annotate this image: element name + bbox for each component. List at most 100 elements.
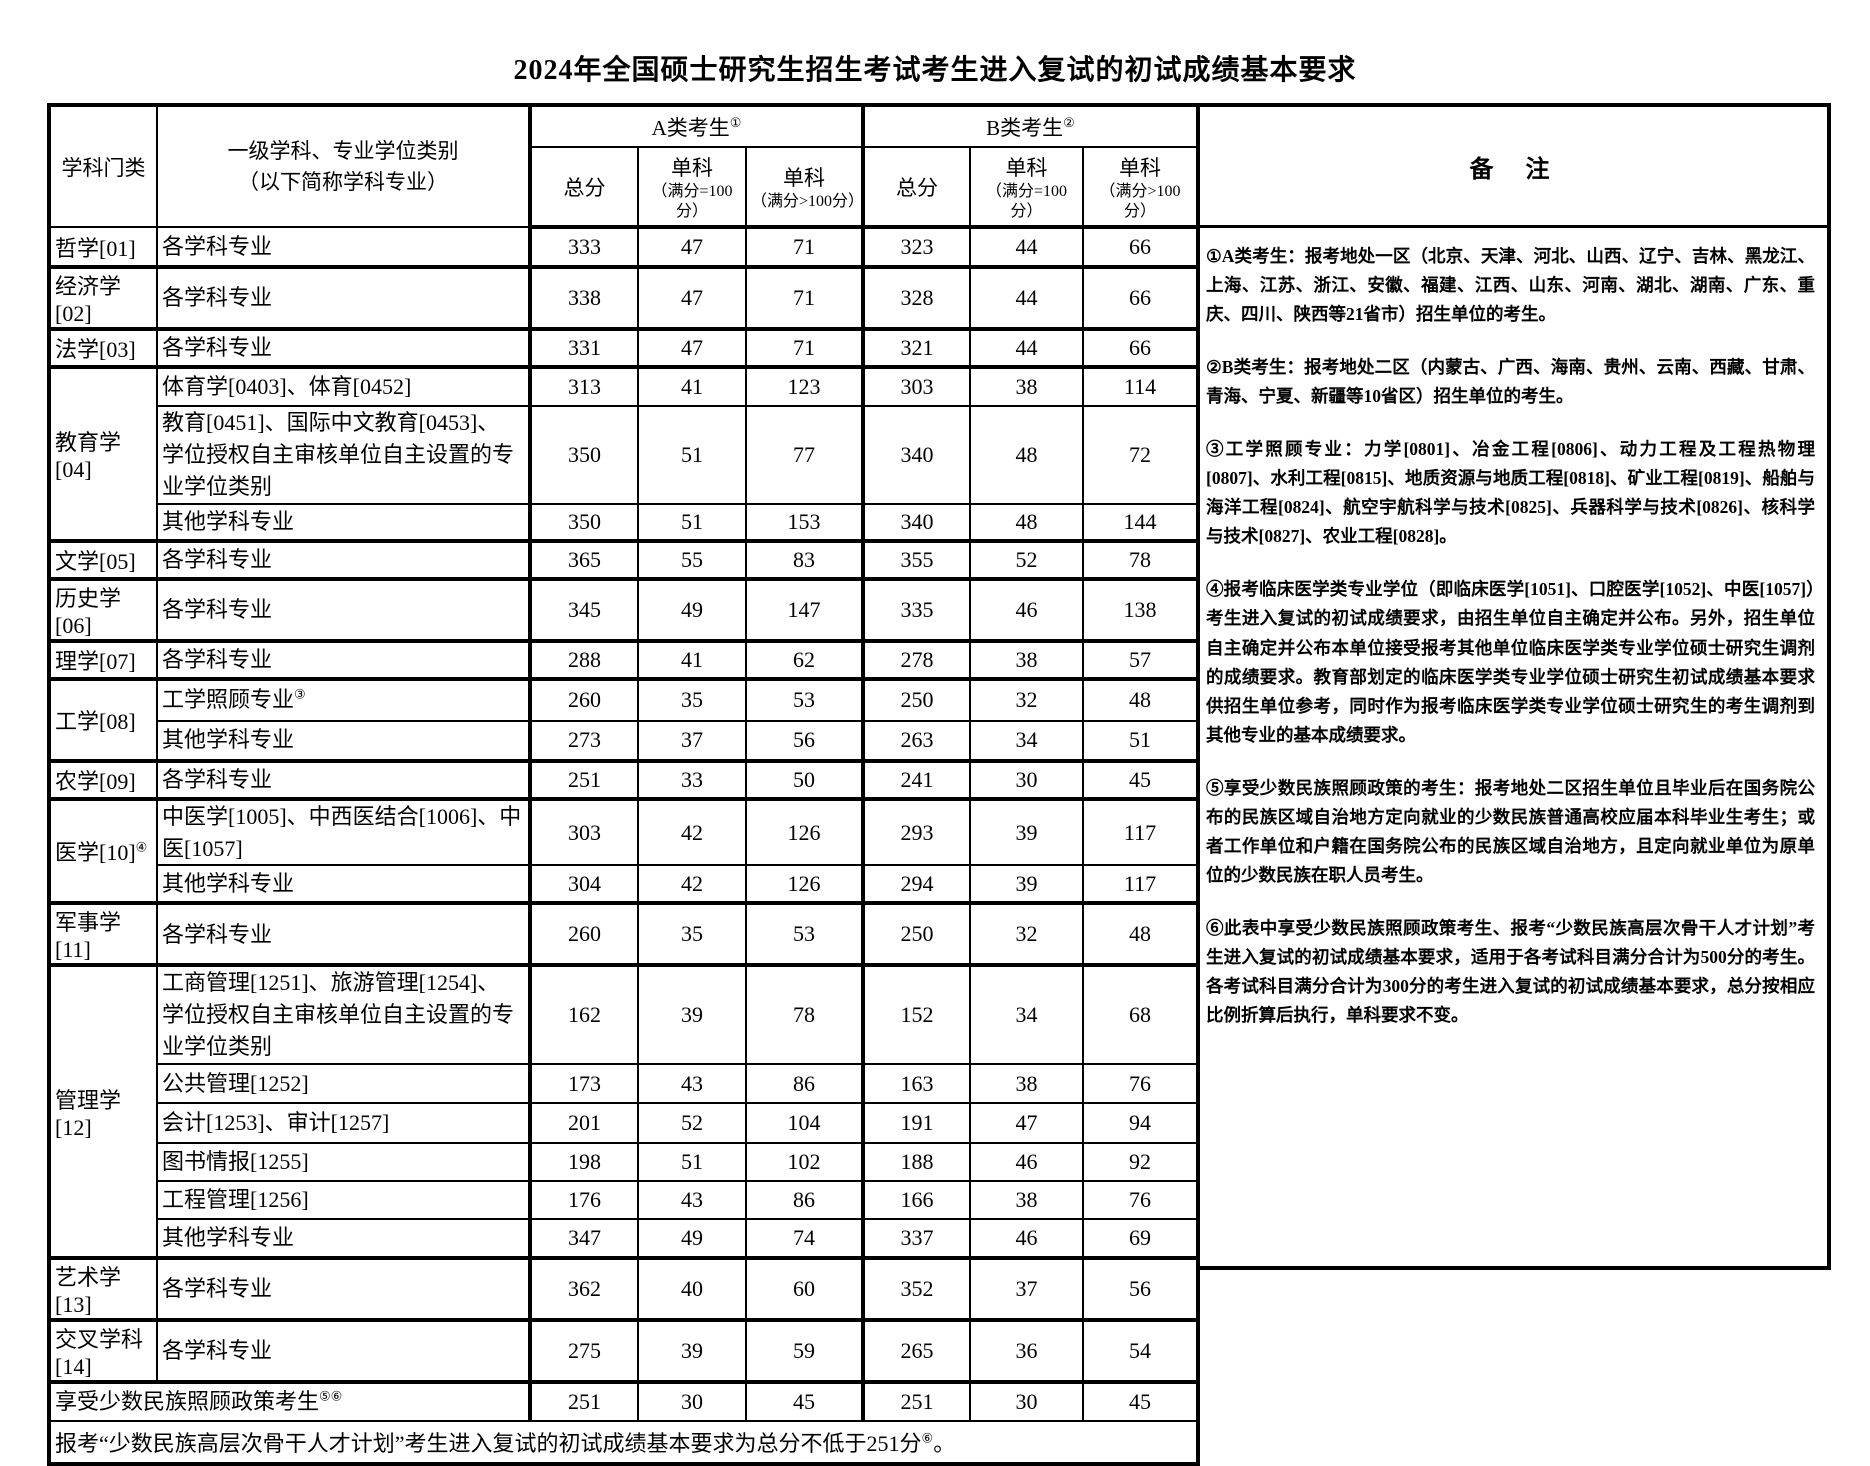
score-cell: 53: [745, 901, 864, 967]
score-cell: 48: [1082, 676, 1199, 722]
table-body: 哲学[01] 各学科专业 333 47 71 323 44 66 经济学[02] 各学科专业 338…: [48, 226, 1199, 1384]
score-cell: 176: [528, 1180, 639, 1221]
table-row: 艺术学[13] 各学科专业 362 40 60 352 37 56: [48, 1256, 1199, 1322]
score-cell: 337: [861, 1218, 971, 1260]
score-cell: 335: [861, 576, 971, 642]
score-cell: 293: [861, 796, 971, 867]
score-cell: 188: [861, 1142, 971, 1183]
score-cell: 263: [861, 719, 971, 762]
score-cell: 104: [745, 1102, 864, 1145]
remarks-panel: 备 注 ①A类考生：报考地处一区（北京、天津、河北、山西、辽宁、吉林、黑龙江、上…: [1196, 103, 1831, 1270]
footnote-text: 报考“少数民族高层次骨干人才计划”考生进入复试的初试成绩基本要求为总分不低于25…: [48, 1420, 1199, 1466]
score-cell: 362: [528, 1256, 639, 1322]
score-cell: 303: [861, 365, 971, 407]
score-cell: 47: [637, 265, 747, 330]
table-row: 其他学科专业 304 42 126 294 39 117: [49, 864, 1199, 905]
score-cell: 62: [745, 638, 864, 680]
score-cell: 41: [637, 365, 747, 407]
note-ref-1: ①: [729, 114, 742, 130]
remark-note: ④报考临床医学类专业学位（即临床医学[1051]、口腔医学[1052]、中医[1…: [1206, 579, 1815, 745]
score-cell: 241: [861, 758, 971, 800]
score-cell: 273: [528, 719, 639, 762]
table-row: 理学[07] 各学科专业 288 41 62 278 38 57: [48, 638, 1199, 680]
major-cell: 各学科专业: [156, 327, 531, 368]
score-cell: 294: [861, 864, 971, 905]
score-cell: 47: [637, 327, 747, 368]
score-cell: 126: [745, 864, 864, 905]
score-cell: 201: [528, 1102, 639, 1145]
score-cell: 114: [1082, 365, 1199, 407]
major-cell: 各学科专业: [156, 901, 531, 967]
score-cell: 251: [528, 758, 639, 800]
category-cell: 历史学[06]: [48, 576, 158, 642]
header-major: 一级学科、专业学位类别 （以下简称学科专业）: [156, 104, 531, 228]
score-cell: 60: [745, 1256, 864, 1322]
score-cell: 352: [861, 1256, 971, 1322]
score-cell: 52: [637, 1102, 747, 1145]
score-cell: 38: [969, 1180, 1084, 1221]
score-cell: 48: [969, 502, 1084, 542]
remarks-body: ①A类考生：报考地处一区（北京、天津、河北、山西、辽宁、吉林、黑龙江、上海、江苏…: [1196, 228, 1827, 1030]
score-cell: 30: [969, 1380, 1084, 1423]
score-cell: 250: [861, 901, 971, 967]
score-cell: 365: [528, 538, 639, 580]
score-cell: 42: [637, 864, 747, 905]
score-cell: 35: [637, 901, 747, 967]
category-cell: 经济学[02]: [48, 265, 158, 330]
score-cell: 173: [528, 1063, 639, 1105]
major-cell: 各学科专业: [156, 758, 531, 800]
score-cell: 166: [861, 1180, 971, 1221]
table-row: 文学[05] 各学科专业 365 55 83 355 52 78: [48, 538, 1199, 580]
table-special-rows: 享受少数民族照顾政策考生⑤⑥ 251 30 45 251 30 45 报考“少数…: [48, 1380, 1199, 1466]
major-cell: 公共管理[1252]: [156, 1063, 531, 1105]
score-cell: 313: [528, 365, 639, 407]
major-cell: 其他学科专业: [156, 502, 531, 542]
score-cell: 66: [1082, 226, 1199, 268]
table-row: 其他学科专业 350 51 153 340 48 144: [49, 502, 1199, 542]
score-cell: 117: [1082, 864, 1199, 905]
major-cell: 其他学科专业: [156, 1218, 531, 1260]
score-cell: 74: [745, 1218, 864, 1260]
score-cell: 350: [528, 502, 639, 542]
score-cell: 37: [637, 719, 747, 762]
table-row: 军事学[11] 各学科专业 260 35 53 250 32 48: [48, 901, 1199, 967]
score-cell: 102: [745, 1142, 864, 1183]
major-cell: 其他学科专业: [156, 719, 531, 762]
score-cell: 68: [1082, 963, 1199, 1066]
score-cell: 77: [745, 405, 864, 505]
score-cell: 51: [637, 502, 747, 542]
score-cell: 72: [1082, 405, 1199, 505]
score-cell: 275: [528, 1318, 639, 1384]
major-cell: 工程管理[1256]: [156, 1180, 531, 1221]
table-row: 历史学[06] 各学科专业 345 49 147 335 46 138: [48, 576, 1199, 642]
score-cell: 51: [637, 1142, 747, 1183]
score-cell: 323: [861, 226, 971, 268]
score-cell: 78: [1082, 538, 1199, 580]
major-cell: 各学科专业: [156, 576, 531, 642]
category-cell: 医学[10]④: [48, 796, 158, 905]
score-cell: 303: [528, 796, 639, 867]
major-cell: 其他学科专业: [156, 864, 531, 905]
score-cell: 78: [745, 963, 864, 1066]
score-cell: 35: [637, 676, 747, 722]
score-cell: 54: [1082, 1318, 1199, 1384]
score-cell: 66: [1082, 265, 1199, 330]
score-cell: 328: [861, 265, 971, 330]
score-cell: 48: [1082, 901, 1199, 967]
score-cell: 42: [637, 796, 747, 867]
score-cell: 43: [637, 1063, 747, 1105]
score-cell: 191: [861, 1102, 971, 1145]
category-cell: 工学[08]: [48, 676, 158, 762]
score-cell: 39: [969, 796, 1084, 867]
major-cell: 教育[0451]、国际中文教育[0453]、 学位授权自主审核单位自主设置的专业…: [156, 405, 531, 505]
category-cell: 理学[07]: [48, 638, 158, 680]
score-table: 学科门类 一级学科、专业学位类别 （以下简称学科专业） A类考生① B类考生② …: [47, 103, 1200, 1466]
footnote-row: 报考“少数民族高层次骨干人才计划”考生进入复试的初试成绩基本要求为总分不低于25…: [48, 1420, 1199, 1466]
score-cell: 288: [528, 638, 639, 680]
score-cell: 38: [969, 365, 1084, 407]
category-cell: 艺术学[13]: [48, 1256, 158, 1322]
remark-note: ⑥此表中享受少数民族照顾政策考生、报考“少数民族高层次骨干人才计划”考生进入复试…: [1206, 917, 1815, 1026]
score-cell: 71: [745, 226, 864, 268]
score-cell: 39: [637, 1318, 747, 1384]
score-cell: 86: [745, 1063, 864, 1105]
